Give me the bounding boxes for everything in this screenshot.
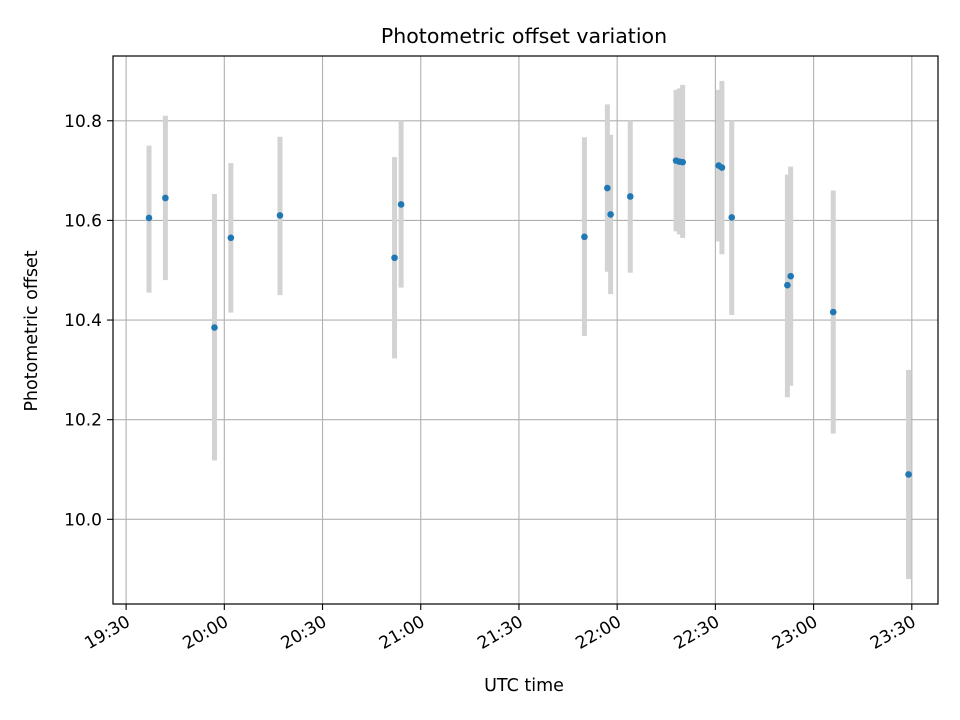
data-point: [276, 212, 284, 219]
data-point: [211, 324, 218, 331]
plot-frame: [112, 55, 939, 605]
data-point: [905, 471, 912, 478]
data-point: [145, 214, 153, 222]
y-axis-label: Photometric offset: [22, 250, 42, 411]
data-point: [227, 234, 235, 242]
grid: [113, 56, 938, 604]
y-axis-ticks: 10.0 10.2 10.4 10.6 10.8: [64, 112, 113, 530]
y-tick-label: 10.8: [64, 112, 102, 132]
data-point: [607, 211, 614, 218]
data-point: [626, 193, 634, 200]
data-point: [718, 164, 726, 171]
data-point: [679, 158, 686, 166]
y-tick-label: 10.4: [64, 311, 102, 331]
y-tick-label: 10.6: [64, 211, 102, 231]
data-point: [728, 214, 736, 221]
data-point: [397, 201, 405, 208]
y-tick-label: 10.0: [64, 510, 102, 530]
x-axis-label: UTC time: [484, 676, 564, 696]
data-point: [581, 233, 588, 241]
y-tick-label: 10.2: [64, 411, 102, 431]
data-point: [604, 184, 611, 192]
data-point: [784, 281, 791, 289]
data-points: [145, 157, 912, 478]
data-point: [787, 272, 794, 280]
chart-title: Photometric offset variation: [381, 24, 667, 48]
data-point: [162, 194, 169, 202]
data-point: [829, 308, 837, 316]
data-point: [391, 254, 398, 262]
